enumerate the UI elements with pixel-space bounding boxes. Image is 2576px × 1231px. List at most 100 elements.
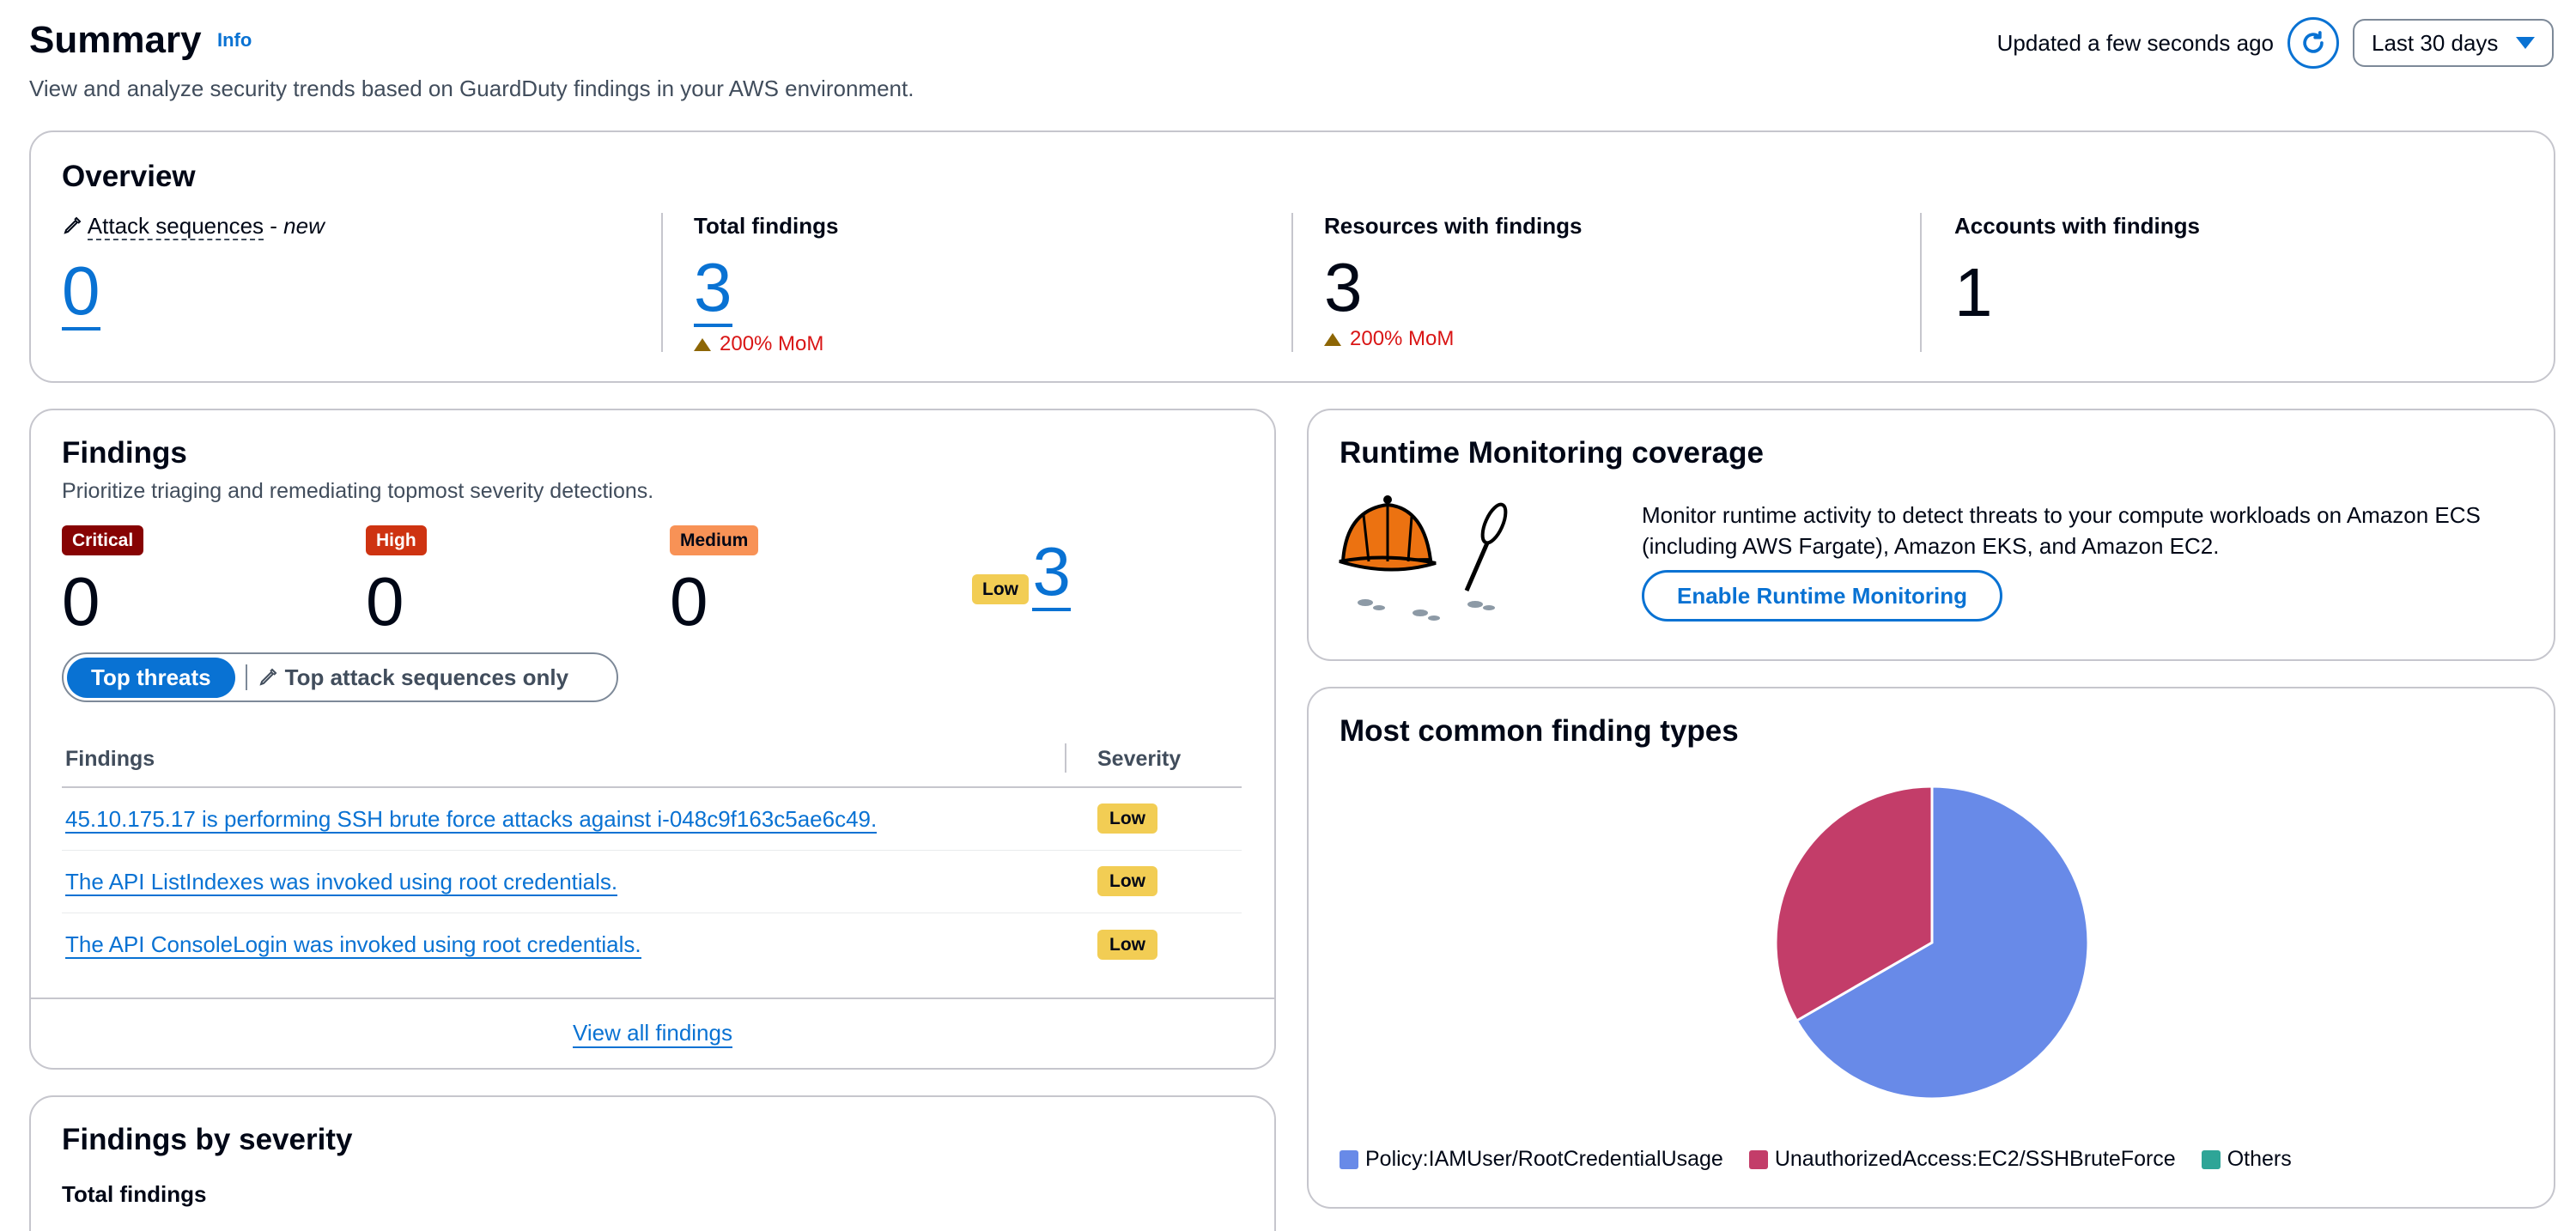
attack-dash: - [270,213,277,239]
finding-cell: 45.10.175.17 is performing SSH brute for… [62,805,1066,834]
runtime-card: Runtime Monitoring coverage Monitor runt… [1307,409,2555,661]
legend-item[interactable]: Policy:IAMUser/RootCredentialUsage [1340,1147,1723,1172]
finding-cell: The API ListIndexes was invoked using ro… [62,868,1066,896]
legend-swatch [2201,1149,2221,1169]
severity-badge: Low [1097,803,1157,834]
pen-icon [64,216,82,234]
new-label: new [283,213,325,239]
findings-by-severity-card: Findings by severity Total findings [29,1095,1276,1231]
critical-badge: Critical [62,525,144,556]
pie-chart [1774,785,2090,1101]
legend-swatch [1340,1149,1358,1169]
critical-count: 0 [62,563,100,640]
severity-medium: Medium 0 [670,525,759,640]
resources-stat: Resources with findings 3 200% MoM [1324,213,1583,352]
legend-item[interactable]: UnauthorizedAccess:EC2/SSHBruteForce [1748,1147,2176,1172]
table-row: The API ConsoleLogin was invoked using r… [62,913,1242,976]
accounts-value: 1 [1954,254,1993,330]
page-title: Summary [29,19,202,61]
runtime-title: Runtime Monitoring coverage [1340,436,1764,470]
table-header: Findings Severity [62,731,1242,788]
attack-sequences-label: Attack sequences - new [62,213,325,240]
date-range-select[interactable]: Last 30 days [2353,19,2554,67]
attack-sequences-term[interactable]: Attack sequences [87,213,264,240]
top-attack-sequences-label: Top attack sequences only [284,664,569,690]
severity-critical: Critical 0 [62,525,144,640]
pen-icon [259,668,277,686]
top-threats-tab[interactable]: Top threats [67,657,235,698]
view-all-findings-link[interactable]: View all findings [573,1020,732,1048]
info-link[interactable]: Info [217,29,252,51]
top-attack-sequences-tab[interactable]: Top attack sequences only [258,664,568,691]
accounts-label: Accounts with findings [1954,213,2200,239]
legend-label: Policy:IAMUser/RootCredentialUsage [1365,1147,1723,1171]
detective-hat-icon [1339,495,1508,621]
chart-legend: Policy:IAMUser/RootCredentialUsage Unauth… [1340,1147,2292,1172]
overview-title: Overview [62,160,196,193]
accounts-stat: Accounts with findings 1 [1954,213,2200,352]
refresh-icon [2303,31,2324,53]
finding-link[interactable]: The API ConsoleLogin was invoked using r… [65,931,641,959]
pie-slice[interactable] [1774,785,1934,1023]
total-findings-value[interactable]: 3 [694,249,732,327]
resources-mom-text: 200% MoM [1350,327,1455,350]
divider [245,664,247,690]
date-range-value: Last 30 days [2372,29,2499,56]
finding-link[interactable]: The API ListIndexes was invoked using ro… [65,868,618,896]
severity-cell: Low [1066,866,1157,896]
total-findings-mom-text: 200% MoM [720,332,824,355]
enable-runtime-monitoring-button[interactable]: Enable Runtime Monitoring [1642,570,2002,622]
divider [1291,213,1293,352]
low-badge: Low [972,574,1029,605]
header-controls: Updated a few seconds ago Last 30 days [1997,17,2554,69]
pie-slice[interactable] [1795,785,2090,1101]
divider [1920,213,1922,352]
severity-badge: Low [1097,866,1157,896]
page-description: View and analyze security trends based o… [29,76,914,101]
total-findings-sublabel: Total findings [62,1181,207,1207]
trend-up-icon [1324,332,1341,346]
refresh-button[interactable] [2287,17,2339,69]
divider [661,213,663,352]
findings-description: Prioritize triaging and remediating topm… [62,479,654,503]
total-findings-label: Total findings [694,213,839,239]
findings-by-severity-title: Findings by severity [62,1123,353,1156]
severity-badge: Low [1097,929,1157,960]
medium-count: 0 [670,563,708,640]
legend-swatch [1748,1149,1768,1169]
resources-mom: 200% MoM [1324,327,1583,351]
resources-value: 3 [1324,249,1363,325]
findings-footer: View all findings [31,998,1274,1068]
attack-sequences-value[interactable]: 0 [62,252,100,330]
findings-table: Findings Severity 45.10.175.17 is perfor… [62,731,1242,976]
column-severity: Severity [1097,746,1182,771]
column-findings: Findings [62,743,1066,773]
finding-link[interactable]: 45.10.175.17 is performing SSH brute for… [65,805,878,834]
legend-item[interactable]: Others [2201,1147,2292,1172]
table-row: The API ListIndexes was invoked using ro… [62,851,1242,913]
severity-cell: Low [1066,803,1157,834]
overview-card: Overview Attack sequences - new 0 Total … [29,130,2555,383]
total-findings-stat: Total findings 3 200% MoM [694,213,839,355]
view-toggle: Top threats Top attack sequences only [62,652,618,702]
common-types-title: Most common finding types [1340,714,1739,748]
findings-card: Findings Prioritize triaging and remedia… [29,409,1276,1070]
updated-text: Updated a few seconds ago [1996,29,2274,56]
severity-cell: Low [1066,929,1157,960]
runtime-description: Monitor runtime activity to detect threa… [1642,502,2481,560]
attack-sequences-stat: Attack sequences - new 0 [62,213,325,352]
medium-badge: Medium [670,525,759,556]
severity-high: High 0 [366,525,427,636]
findings-title: Findings [62,436,187,470]
caret-down-icon [2516,37,2535,49]
severity-low: Low 3 [972,525,1071,611]
total-findings-mom: 200% MoM [694,332,839,356]
table-row: 45.10.175.17 is performing SSH brute for… [62,788,1242,851]
finding-cell: The API ConsoleLogin was invoked using r… [62,931,1066,959]
high-count: 0 [366,563,404,640]
legend-label: Others [2227,1147,2292,1171]
low-count[interactable]: 3 [1032,533,1071,611]
common-types-card: Most common finding types Policy:IAMUser… [1307,687,2555,1209]
resources-label: Resources with findings [1324,213,1583,239]
trend-up-icon [694,337,711,351]
